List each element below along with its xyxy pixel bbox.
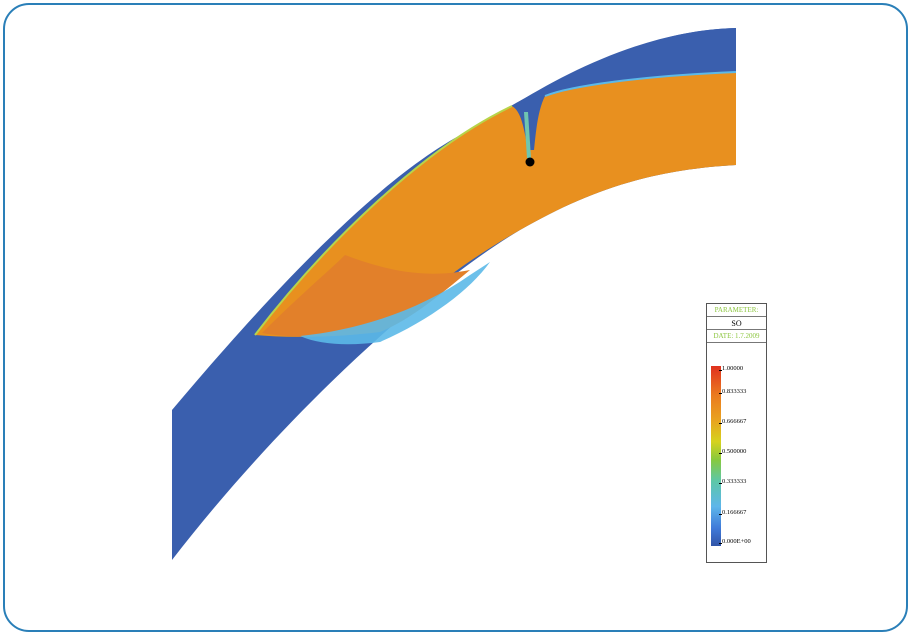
legend-header: PARAMETER:: [707, 304, 766, 317]
legend-tick: 0.000E+00: [719, 538, 751, 545]
legend-parameter-name: SO: [707, 317, 766, 330]
observation-point: [525, 157, 535, 167]
cap-fringe: [544, 71, 737, 97]
legend-date: DATE: 1.7.2009: [707, 330, 766, 343]
legend-tick: 0.500000: [718, 448, 747, 455]
legend-tick: 0.333333: [718, 478, 747, 485]
color-legend: PARAMETER: SO DATE: 1.7.2009 1.00000 0.8…: [706, 303, 767, 563]
legend-color-bar: [711, 366, 721, 546]
legend-tick: 0.666667: [718, 418, 747, 425]
transition-fringe: [300, 262, 490, 345]
legend-tick: 1.00000: [718, 365, 744, 372]
domain-darker-patch: [262, 255, 470, 337]
legend-tick: 0.166667: [718, 509, 747, 516]
injection-channel: [524, 112, 531, 158]
top-low-cap: [512, 28, 736, 150]
legend-tick: 0.833333: [718, 388, 747, 395]
upper-edge-line: [254, 105, 513, 336]
